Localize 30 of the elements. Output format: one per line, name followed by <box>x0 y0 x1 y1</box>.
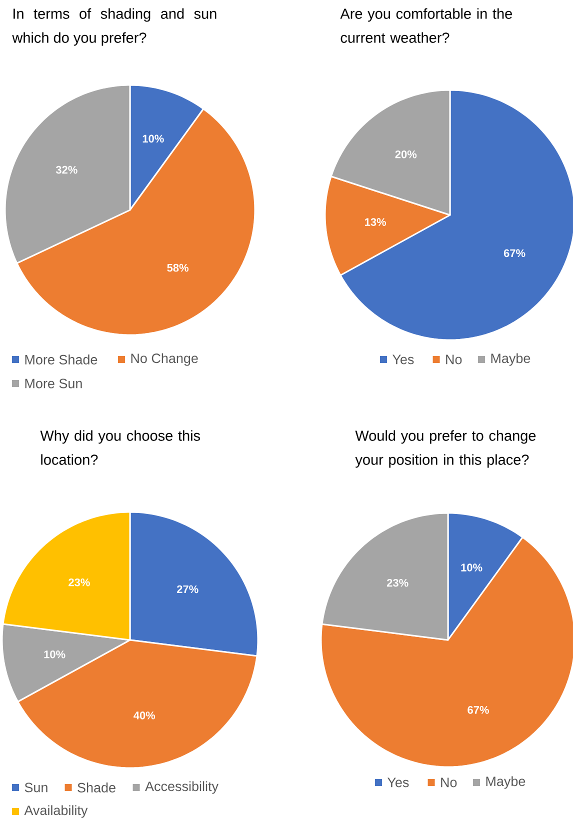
legend-label: Accessibility <box>145 781 218 794</box>
data-label: 10% <box>44 650 66 658</box>
data-label: 23% <box>68 578 90 586</box>
legend-label: Maybe <box>486 776 526 789</box>
data-label: 13% <box>365 218 386 226</box>
data-label: 67% <box>468 706 489 714</box>
data-label: 20% <box>395 150 417 158</box>
data-label: 10% <box>461 564 482 572</box>
data-label: 23% <box>386 578 408 587</box>
legend-label: Shade <box>78 782 116 792</box>
legend-label: More Sun <box>25 378 82 388</box>
chart-title: Why did you choose this location? <box>40 430 200 465</box>
legend-label: Sun <box>24 782 48 792</box>
legend-label: Maybe <box>491 353 530 366</box>
chart-title: In terms of shading and sun which do you prefer? <box>12 8 216 46</box>
data-label: 67% <box>504 249 526 258</box>
chart-title: Would you prefer to change your position in this place? <box>355 430 536 468</box>
data-label: 40% <box>134 712 156 720</box>
legend-label: Availability <box>24 805 88 818</box>
data-label: 10% <box>142 134 164 143</box>
legend-label: Yes <box>392 354 414 364</box>
data-label: 32% <box>56 166 78 174</box>
data-label: 58% <box>167 264 189 272</box>
data-label: 27% <box>176 585 198 594</box>
legend-label: More Shade <box>25 354 98 364</box>
legend-label: No <box>446 354 462 364</box>
legend-label: Yes <box>387 778 409 788</box>
chart-title: Are you comfortable in the current weather? <box>340 8 512 43</box>
legend-label: No <box>441 778 457 788</box>
legend-label: No Change <box>131 353 198 366</box>
